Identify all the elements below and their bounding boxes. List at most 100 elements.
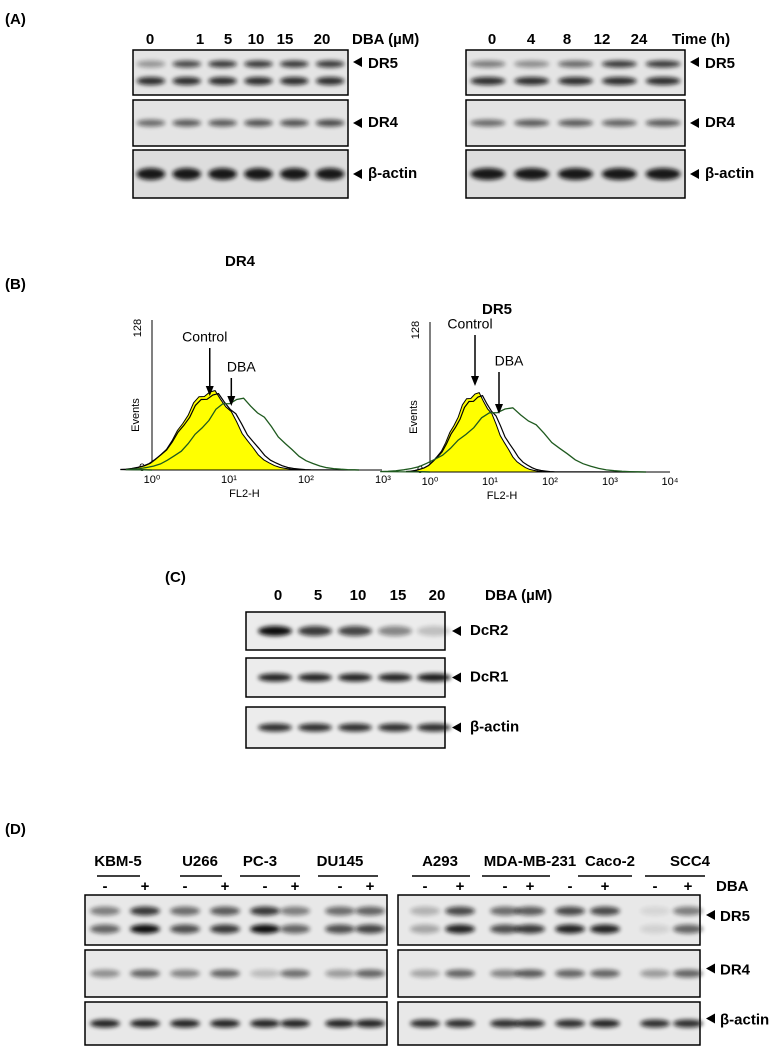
unit-label: DBA (µM) (485, 587, 552, 604)
panel-label: (B) (5, 276, 26, 293)
band (601, 119, 637, 127)
cell-line-label: Caco-2 (585, 853, 635, 870)
lane-label: 0 (488, 31, 496, 48)
band (338, 626, 372, 636)
band (172, 168, 202, 180)
band (325, 906, 355, 916)
band (410, 969, 440, 978)
band (601, 60, 637, 68)
y-axis-label: Events (130, 398, 142, 432)
band (590, 1019, 620, 1028)
band-label: DcR2 (470, 622, 508, 639)
band (514, 77, 550, 85)
band (208, 168, 237, 180)
band (172, 60, 202, 68)
band (258, 626, 292, 636)
lane-label: 8 (563, 31, 571, 48)
blot (132, 149, 349, 199)
band (279, 168, 309, 180)
dba-line (380, 407, 647, 473)
band (250, 969, 280, 978)
band (90, 1019, 120, 1028)
band (170, 1019, 200, 1028)
band (315, 77, 345, 85)
band (378, 723, 412, 732)
band (315, 168, 345, 180)
band (645, 77, 681, 85)
band (355, 924, 385, 934)
x-tick-label: 10² (542, 476, 558, 488)
control-line (120, 392, 360, 471)
arrowhead (495, 404, 503, 414)
lane-label: 20 (429, 587, 446, 604)
band (130, 1019, 160, 1028)
band (490, 1019, 520, 1028)
dba-line (125, 397, 360, 471)
band (298, 626, 332, 636)
band (555, 924, 585, 934)
band (208, 119, 237, 127)
x-tick-label: 10⁰ (422, 476, 439, 488)
plot-title: DR4 (225, 253, 256, 270)
band-label: β-actin (720, 1011, 769, 1028)
lane-label: 10 (350, 587, 367, 604)
annotation: DBA (495, 353, 524, 369)
band-label: β-actin (705, 165, 754, 182)
cell-line-label: KBM-5 (94, 853, 142, 870)
band (445, 1019, 475, 1028)
band (673, 969, 703, 978)
band (325, 924, 355, 934)
band (130, 906, 160, 916)
band (470, 168, 506, 180)
band (490, 906, 520, 916)
cell-line-label: A293 (422, 853, 458, 870)
band (250, 906, 280, 916)
sign-label: - (653, 878, 658, 895)
band (210, 906, 240, 916)
band (601, 77, 637, 85)
band (210, 969, 240, 978)
annotation: Control (447, 316, 492, 332)
band (136, 168, 166, 180)
lane-label: 0 (146, 31, 154, 48)
band (417, 626, 451, 636)
band (172, 119, 202, 127)
lane-label: 15 (390, 587, 407, 604)
sign-label: + (456, 878, 465, 895)
arrowhead (690, 169, 699, 179)
band (208, 60, 237, 68)
band (130, 969, 160, 978)
band (315, 60, 345, 68)
band (355, 1019, 385, 1028)
arrowhead (205, 386, 214, 396)
band (640, 969, 670, 978)
band (417, 673, 451, 682)
band (355, 969, 385, 978)
blot (397, 894, 701, 946)
band (210, 1019, 240, 1028)
lane-label: 24 (631, 31, 648, 48)
band (557, 77, 594, 85)
band (170, 969, 200, 978)
band (136, 119, 166, 127)
arrowhead (452, 722, 461, 733)
band (515, 924, 545, 934)
sign-label: - (263, 878, 268, 895)
band (130, 924, 160, 934)
unit-label: Time (h) (672, 31, 730, 48)
band (298, 673, 332, 682)
band (410, 906, 440, 916)
band (557, 168, 594, 180)
band (645, 60, 681, 68)
x-tick-label: 10³ (602, 476, 618, 488)
x-axis-label: FL2-H (487, 490, 518, 502)
sign-label: + (684, 878, 693, 895)
band (490, 969, 520, 978)
band (325, 1019, 355, 1028)
control-fill (123, 390, 360, 471)
band (645, 119, 681, 127)
band (445, 906, 475, 916)
band (470, 60, 506, 68)
band-label: DcR1 (470, 668, 508, 685)
